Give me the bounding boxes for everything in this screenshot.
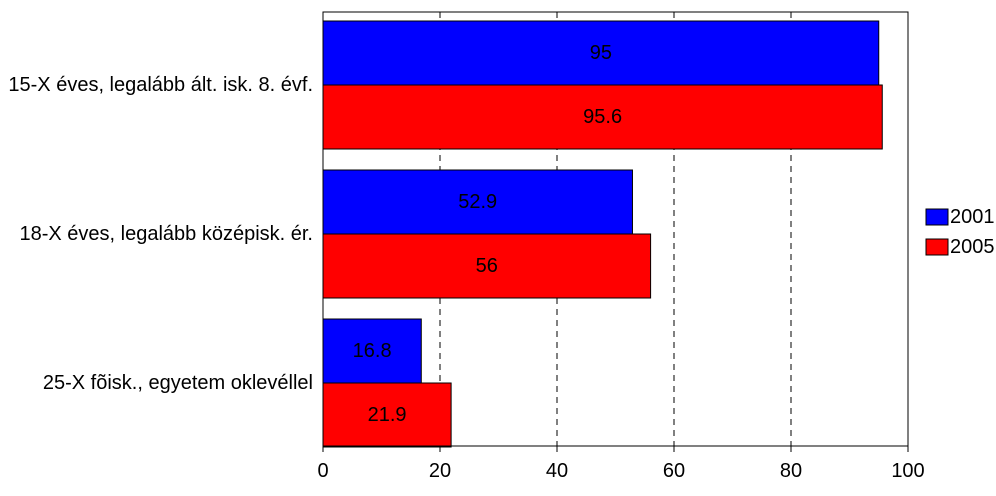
legend-swatch-2005 xyxy=(925,238,949,256)
category-label-0: 15-X éves, legalább ált. isk. 8. évf. xyxy=(8,74,313,96)
category-label-1: 18-X éves, legalább középisk. ér. xyxy=(19,223,313,245)
bar-value-label-2001-0: 95 xyxy=(590,42,612,64)
bar-2001-1 xyxy=(322,169,633,235)
bar-2005-2 xyxy=(322,382,452,448)
legend-label-2001: 2001 xyxy=(950,206,995,228)
x-axis-ticks: 0 20 40 60 80 100 xyxy=(317,446,925,482)
x-tick-label-80: 80 xyxy=(780,460,802,482)
legend-label-2005: 2005 xyxy=(950,236,995,258)
bar-2005-1 xyxy=(322,233,652,299)
x-tick-label-0: 0 xyxy=(317,460,328,482)
bar-2005-0 xyxy=(322,84,883,150)
category-label-2: 25-X fõisk., egyetem oklevéllel xyxy=(43,372,313,394)
category-labels: 15-X éves, legalább ált. isk. 8. évf. 18-… xyxy=(8,74,313,394)
bar-value-label-2005-1: 56 xyxy=(476,255,498,277)
bar-value-label-2001-2: 16.8 xyxy=(353,340,392,362)
bars: 95 95.6 52.9 56 16.8 21.9 xyxy=(322,20,883,448)
legend-swatch-2001 xyxy=(925,208,949,226)
x-tick-label-40: 40 xyxy=(546,460,568,482)
plot-frame xyxy=(322,11,909,447)
bar-value-label-2005-2: 21.9 xyxy=(368,404,407,426)
bar-2001-0 xyxy=(322,20,880,86)
x-tick-label-20: 20 xyxy=(429,460,451,482)
legend: 2001 2005 xyxy=(925,206,995,258)
bar-value-label-2005-0: 95.6 xyxy=(583,106,622,128)
x-tick-label-60: 60 xyxy=(663,460,685,482)
x-tick-label-100: 100 xyxy=(891,460,924,482)
bar-2001-2 xyxy=(322,318,422,384)
bar-value-label-2001-1: 52.9 xyxy=(458,191,497,213)
